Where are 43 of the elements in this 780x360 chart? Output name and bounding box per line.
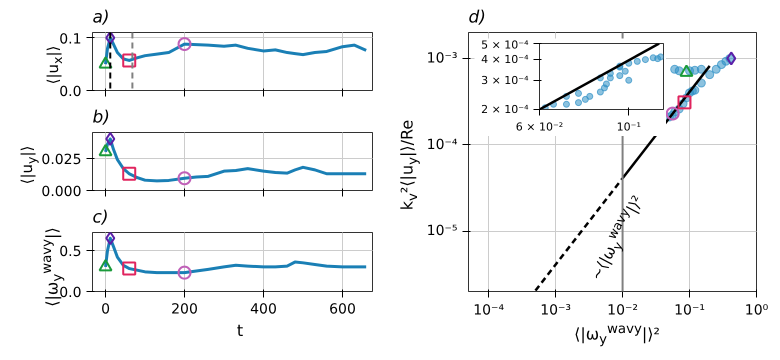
chart-title: d) bbox=[468, 8, 486, 28]
x-tick-label: 400 bbox=[250, 302, 277, 318]
point bbox=[622, 68, 629, 75]
y-tick-label: 0.1 bbox=[59, 31, 82, 48]
y-tick-label: 4 × 10⁻⁴ bbox=[481, 53, 530, 66]
point bbox=[178, 266, 192, 280]
chart-title: c) bbox=[92, 208, 108, 228]
y-tick-label: 10⁻⁴ bbox=[426, 136, 458, 153]
chart-title: b) bbox=[92, 108, 110, 128]
x-tick-label: 10⁻¹ bbox=[616, 120, 641, 134]
x-tick-label: 10⁻² bbox=[607, 302, 638, 318]
point bbox=[574, 99, 582, 106]
x-tick-label: 600 bbox=[329, 302, 356, 318]
point bbox=[586, 92, 594, 100]
point bbox=[596, 88, 604, 96]
y-tick-label: 0.000 bbox=[41, 184, 82, 200]
y-tick-label: 5 × 10⁻⁴ bbox=[481, 38, 530, 52]
x-axis-title: t bbox=[236, 321, 244, 340]
x-tick-label: 10⁻³ bbox=[540, 302, 572, 318]
y-tick-label: 10⁻³ bbox=[426, 50, 458, 66]
x-tick-label: 10⁻¹ bbox=[674, 302, 705, 318]
y-tick-label: 2 × 10⁻⁴ bbox=[481, 103, 530, 116]
y-tick-label: 10⁻⁵ bbox=[426, 223, 458, 240]
point bbox=[178, 171, 192, 186]
point bbox=[574, 90, 582, 97]
x-tick-label: 200 bbox=[171, 302, 198, 318]
chart-title: a) bbox=[92, 8, 110, 28]
y-tick-label: 0.025 bbox=[41, 152, 82, 168]
point bbox=[105, 132, 116, 146]
point bbox=[616, 72, 624, 80]
point bbox=[625, 76, 632, 84]
x-tick-label: 10⁰ bbox=[744, 302, 769, 318]
point bbox=[105, 232, 116, 246]
x-tick-label: 6 × 10⁻² bbox=[516, 120, 564, 134]
point bbox=[602, 80, 610, 88]
y-tick-label: 0.5 bbox=[59, 244, 82, 260]
y-tick-label: 3 × 10⁻⁴ bbox=[481, 74, 530, 87]
point bbox=[122, 262, 136, 276]
y-tick-label: 0.0 bbox=[59, 285, 82, 301]
point bbox=[122, 166, 136, 181]
x-tick-label: 0 bbox=[101, 302, 110, 318]
x-axis-title: ⟨|ω$_{y}$$^{wavy}$|⟩² bbox=[574, 322, 660, 348]
y-tick-label: 0.0 bbox=[59, 84, 82, 100]
